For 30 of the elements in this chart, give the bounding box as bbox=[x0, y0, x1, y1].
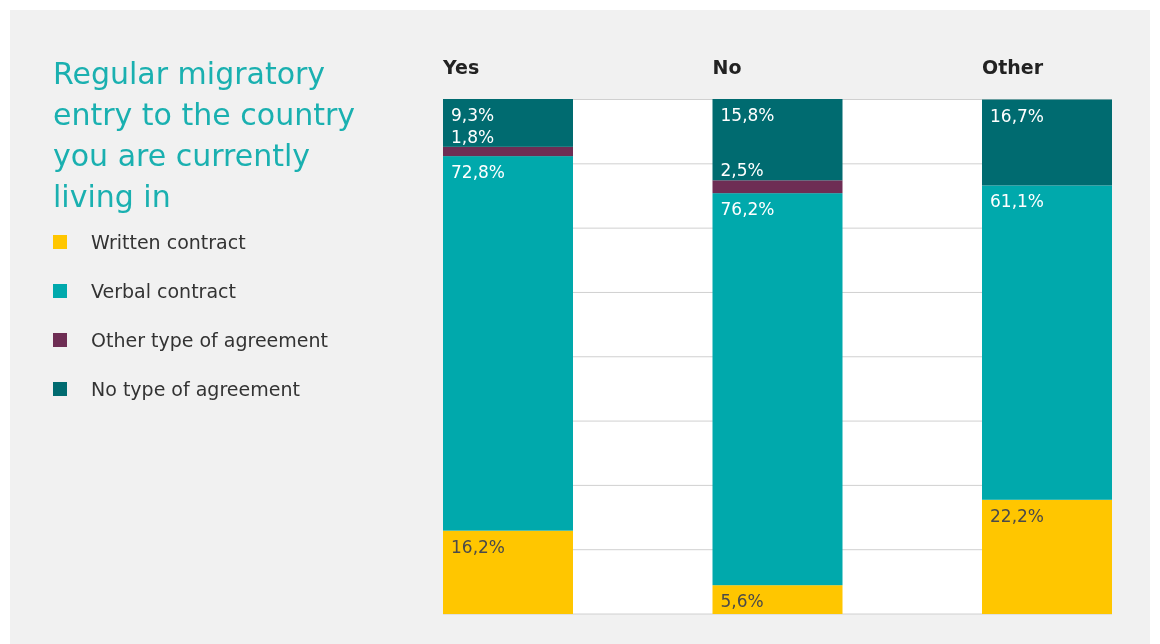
legend-label: No type of agreement bbox=[91, 378, 300, 400]
x-tick-label: No bbox=[712, 56, 742, 78]
legend-label: Verbal contract bbox=[91, 280, 236, 302]
x-tick-label: Yes bbox=[442, 56, 480, 78]
data-label: 76,2% bbox=[720, 199, 775, 220]
bar bbox=[712, 193, 843, 586]
bar bbox=[443, 530, 573, 614]
bar bbox=[712, 180, 843, 194]
x-tick-label: Other bbox=[982, 56, 1044, 78]
data-label: 16,7% bbox=[990, 105, 1045, 126]
bar bbox=[982, 185, 1112, 500]
data-label: 61,1% bbox=[990, 191, 1045, 212]
bar bbox=[443, 146, 573, 157]
data-label: 22,2% bbox=[990, 505, 1045, 526]
data-label: 15,8% bbox=[720, 105, 775, 125]
data-label: 1,8% bbox=[451, 126, 495, 147]
data-label: 5,6% bbox=[720, 591, 764, 612]
legend-label: Written contract bbox=[91, 231, 246, 253]
bar bbox=[443, 156, 573, 531]
bar bbox=[982, 499, 1112, 614]
data-label: 2,5% bbox=[720, 160, 764, 181]
data-label: 72,8% bbox=[451, 162, 506, 183]
bar bbox=[712, 99, 843, 181]
legend-label: Other type of agreement bbox=[91, 329, 328, 351]
bar bbox=[712, 585, 843, 614]
bar bbox=[443, 99, 573, 147]
text: Regular migratory entry to the country you are currently living in bbox=[53, 56, 356, 214]
data-label: 16,2% bbox=[451, 536, 506, 557]
data-label: 9,3% bbox=[451, 105, 495, 125]
bar bbox=[982, 99, 1112, 186]
